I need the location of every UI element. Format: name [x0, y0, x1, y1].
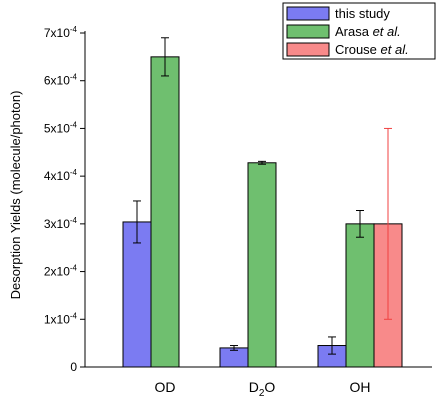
y-tick-label-1: 1x10-4 [44, 311, 78, 326]
legend-label-this-study: this study [335, 6, 390, 21]
y-tick-label-7: 7x10-4 [44, 25, 78, 40]
y-tick-label-0: 0 [70, 360, 77, 374]
legend-swatch-crouse [286, 42, 330, 57]
legend-swatch-arasa [286, 24, 330, 39]
y-tick-label-4: 4x10-4 [44, 168, 78, 183]
legend-swatch-this-study [286, 6, 330, 21]
bar-this-study-0 [122, 221, 152, 368]
y-tick-label-3: 3x10-4 [44, 216, 78, 231]
x-category-label-1: D2O [249, 379, 276, 399]
error-bar-this-study-2 [328, 336, 336, 355]
x-category-label-2: OH [350, 379, 371, 395]
error-bar-arasa-2 [356, 209, 364, 238]
y-tick-label-5: 5x10-4 [44, 120, 78, 135]
legend-label-arasa: Arasa et al. [335, 24, 401, 39]
error-bar-crouse-2 [384, 127, 392, 320]
y-axis-title: Desorption Yields (molecule/photon) [8, 91, 23, 300]
y-tick-label-2: 2x10-4 [44, 264, 78, 279]
error-bar-arasa-1 [258, 160, 266, 165]
y-tick-label-6: 6x10-4 [44, 73, 78, 88]
bar-arasa-2 [345, 223, 375, 368]
legend-label-crouse: Crouse et al. [335, 42, 409, 57]
bar-arasa-0 [150, 56, 180, 368]
bar-arasa-1 [247, 162, 277, 368]
error-bar-this-study-0 [133, 200, 141, 244]
error-bar-arasa-0 [161, 37, 169, 77]
x-category-label-0: OD [155, 379, 176, 395]
error-bar-this-study-1 [230, 345, 238, 351]
